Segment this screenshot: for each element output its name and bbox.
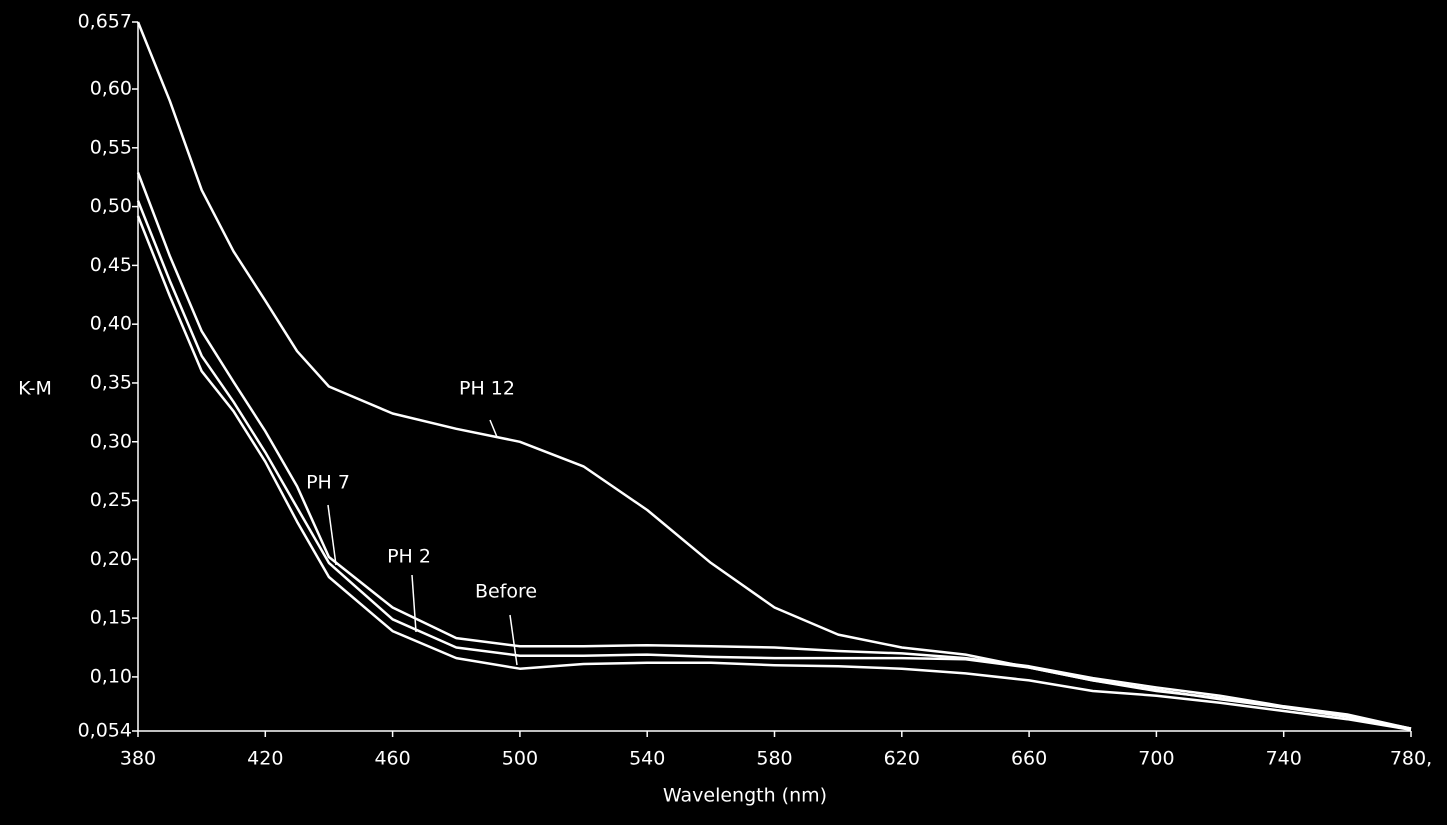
x-tick-label: 740 xyxy=(1266,748,1302,770)
annotation-leader xyxy=(411,574,417,633)
y-tick-label: 0,054 xyxy=(78,720,132,742)
y-tick-label: 0,40 xyxy=(90,313,132,335)
x-tick-label: 420 xyxy=(247,748,283,770)
y-tick-label: 0,50 xyxy=(90,195,132,217)
x-tick-label: 500 xyxy=(502,748,538,770)
y-tick-label: 0,15 xyxy=(90,607,132,629)
annotation-leader xyxy=(509,614,518,666)
annotation-leader xyxy=(327,504,337,566)
series-line xyxy=(136,172,1412,730)
series-annotation: Before xyxy=(475,581,537,603)
x-axis-label: Wavelength (nm) xyxy=(663,785,827,807)
y-tick-label: 0,20 xyxy=(90,548,132,570)
x-tick-label: 380 xyxy=(120,748,156,770)
series-annotation: PH 7 xyxy=(306,472,350,494)
y-tick-label: 0,45 xyxy=(90,254,132,276)
series-annotation: PH 2 xyxy=(387,546,431,568)
y-tick-label: 0,35 xyxy=(90,371,132,393)
y-tick-label: 0,657 xyxy=(78,11,132,33)
y-tick-label: 0,10 xyxy=(90,665,132,687)
x-tick-label: 780, xyxy=(1390,748,1432,770)
y-tick-label: 0,55 xyxy=(90,136,132,158)
x-tick-label: 540 xyxy=(629,748,665,770)
x-tick-label: 580 xyxy=(756,748,792,770)
series-line xyxy=(136,215,1412,732)
y-axis-label: K-M xyxy=(18,378,52,400)
x-tick-label: 660 xyxy=(1011,748,1047,770)
series-line xyxy=(136,21,1412,730)
annotation-leader xyxy=(489,419,498,438)
y-tick-label: 0,25 xyxy=(90,489,132,511)
x-tick-label: 620 xyxy=(884,748,920,770)
y-tick-label: 0,60 xyxy=(90,78,132,100)
y-tick-label: 0,30 xyxy=(90,430,132,452)
series-line xyxy=(136,200,1412,730)
x-tick-label: 700 xyxy=(1138,748,1174,770)
x-tick-label: 460 xyxy=(374,748,410,770)
series-annotation: PH 12 xyxy=(459,378,515,400)
